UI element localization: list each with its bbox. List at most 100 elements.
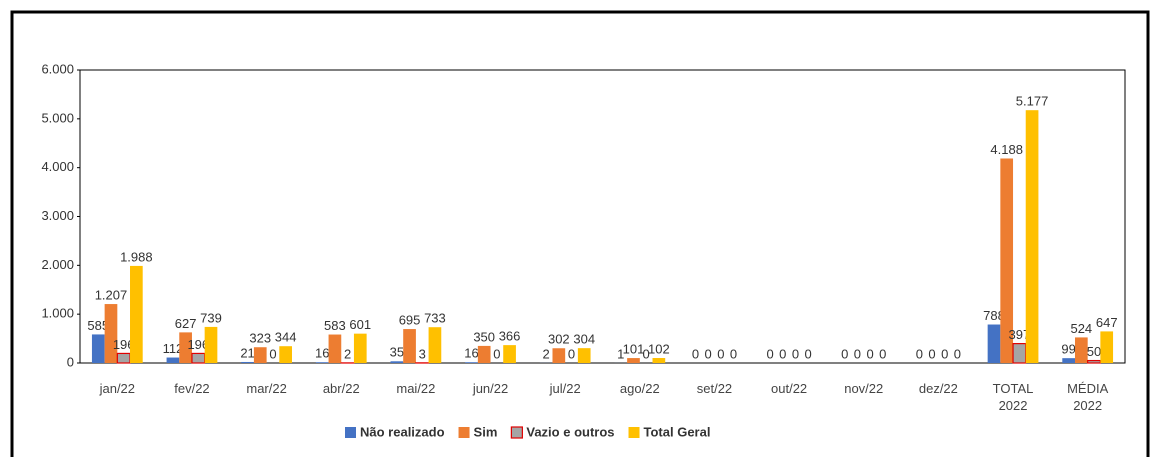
x-tick-label: nov/22 (844, 381, 884, 396)
data-label: 524 (1070, 321, 1092, 336)
x-tick-label: ago/22 (619, 381, 660, 396)
data-label: 1.988 (120, 249, 153, 264)
data-label: 0 (705, 346, 712, 361)
data-label: 0 (792, 346, 799, 361)
y-tick-label: 6.000 (41, 61, 74, 76)
bar (428, 327, 442, 363)
x-tick-label: mai/22 (396, 381, 436, 396)
bar (1087, 359, 1101, 364)
data-label: 0 (805, 346, 812, 361)
bar (465, 362, 478, 363)
data-label: 0 (717, 346, 724, 361)
bar (390, 361, 404, 363)
bar (315, 362, 329, 363)
bar (253, 347, 267, 363)
bar (1012, 343, 1027, 364)
data-label: 601 (349, 317, 371, 332)
bar (1025, 110, 1039, 363)
data-label: 0 (269, 346, 276, 361)
chart-border (10, 10, 1150, 457)
data-label: 5.177 (1016, 94, 1049, 109)
data-label: 0 (866, 346, 873, 361)
data-label: 101 (623, 342, 645, 357)
data-label: 0 (941, 346, 948, 361)
y-tick-label: 5.000 (41, 110, 74, 125)
data-label: 196 (113, 337, 135, 352)
data-label: 0 (879, 346, 886, 361)
y-tick-label: 4.000 (41, 159, 74, 174)
legend-swatch (458, 427, 470, 438)
y-tick-label: 2.000 (41, 257, 74, 272)
x-tick-label: dez/22 (918, 381, 958, 396)
x-tick-label: out/22 (771, 381, 808, 396)
bar (1062, 358, 1075, 363)
y-tick-label: 3.000 (41, 208, 74, 223)
x-tick-label: jun/22 (472, 381, 509, 396)
x-tick-label: set/22 (696, 381, 733, 396)
x-tick-label: jan/22 (99, 381, 136, 396)
data-label: 2 (543, 346, 550, 361)
bar (627, 358, 640, 363)
x-tick-label: jul/22 (549, 381, 581, 396)
data-label: 0 (643, 346, 650, 361)
legend-label: Vazio e outros (526, 424, 614, 439)
x-tick-label: MÉDIA 2022 (1067, 381, 1109, 413)
legend-label: Não realizado (360, 424, 445, 439)
data-label: 196 (187, 337, 209, 352)
data-label: 4.188 (990, 142, 1023, 157)
data-label: 0 (954, 346, 961, 361)
data-label: 788 (983, 308, 1005, 323)
legend-swatch (345, 427, 356, 438)
y-tick-label: 1.000 (41, 306, 74, 321)
x-tick-label: TOTAL 2022 (992, 381, 1034, 413)
bar (552, 348, 566, 363)
data-label: 0 (841, 346, 848, 361)
data-label: 585 (87, 318, 109, 333)
bar (477, 345, 491, 363)
data-label: 304 (573, 332, 595, 347)
data-label: 16 (464, 346, 478, 361)
data-label: 1.207 (95, 287, 128, 302)
data-label: 112 (163, 341, 184, 356)
data-label: 695 (399, 312, 421, 327)
data-label: 350 (473, 329, 495, 344)
bar (652, 358, 666, 363)
bar (204, 326, 218, 363)
data-label: 583 (324, 318, 346, 333)
bar (503, 345, 516, 363)
data-label: 733 (424, 311, 446, 326)
y-tick-label: 0 (67, 354, 74, 369)
bar (241, 361, 254, 363)
data-label: 302 (548, 332, 570, 347)
data-label: 0 (928, 346, 935, 361)
data-label: 2 (344, 346, 351, 361)
data-label: 0 (766, 346, 773, 361)
data-label: 0 (730, 346, 737, 361)
bar (116, 352, 131, 364)
data-label: 323 (249, 331, 271, 346)
bar (577, 348, 591, 363)
bar (191, 352, 206, 364)
bar (353, 333, 367, 363)
data-label: 0 (854, 346, 861, 361)
data-label: 627 (175, 316, 197, 331)
data-label: 21 (240, 345, 254, 360)
x-tick-label: mar/22 (246, 381, 287, 396)
bar (166, 357, 180, 363)
data-label: 739 (200, 310, 222, 325)
data-label: 16 (315, 346, 329, 361)
bar (1074, 337, 1088, 363)
plot-border (79, 69, 1126, 364)
data-label: 50 (1087, 344, 1101, 359)
legend-swatch (510, 426, 523, 439)
bar (1100, 331, 1114, 363)
data-label: 0 (568, 346, 575, 361)
data-label: 647 (1096, 315, 1118, 330)
data-label: 3 (419, 346, 426, 361)
data-label: 0 (916, 346, 923, 361)
bar (328, 334, 342, 363)
data-label: 99 (1061, 342, 1075, 357)
data-label: 1 (617, 346, 624, 361)
